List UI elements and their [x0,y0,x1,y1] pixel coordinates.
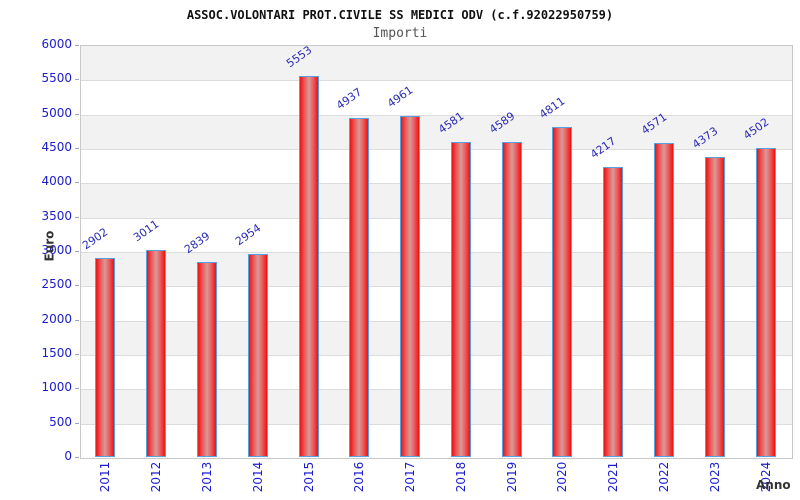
bar [349,118,370,457]
bar [298,76,319,457]
gridline [81,320,792,322]
x-tick-label: 2022 [657,461,672,493]
y-tick-mark [75,285,79,287]
bar [552,127,573,457]
plot-band [81,286,792,321]
y-tick-label: 1000 [41,380,72,395]
plot-band [81,149,792,184]
y-tick-mark [75,457,79,458]
x-tick-label: 2013 [199,461,214,493]
plot-band [81,80,792,115]
y-tick-label: 2000 [41,311,72,326]
gridline [81,286,792,288]
chart-title: ASSOC.VOLONTARI PROT.CIVILE SS MEDICI OD… [186,8,614,22]
y-tick-mark [75,319,79,321]
gridline [81,217,792,219]
plot-band [81,46,792,81]
plot-band [81,183,792,218]
y-tick-mark [75,79,79,81]
gridline [81,389,792,391]
bar [247,254,268,457]
y-tick-label: 5500 [41,71,72,86]
y-tick-label: 4500 [41,140,72,154]
x-tick-label: 2015 [301,461,316,493]
bar [654,143,675,457]
y-tick-label: 5000 [41,105,72,120]
bar [603,167,624,457]
y-tick-label: 2500 [41,277,72,292]
plot-band [81,252,792,287]
y-tick-label: 0 [64,449,72,463]
bar [196,262,217,457]
bar [501,142,522,457]
bar [704,157,725,457]
y-tick-label: 3500 [41,208,72,223]
plot-band [81,389,792,424]
plot-band [81,114,792,149]
plot-band [81,320,792,355]
y-tick-label: 4000 [41,174,72,189]
gridline [81,423,792,425]
gridline [81,355,792,356]
bar [755,148,776,457]
x-tick-label: 2017 [403,461,418,493]
plot-band [81,355,792,390]
x-tick-label: 2016 [352,461,367,493]
bar [95,258,116,457]
bar [450,142,471,457]
chart-subtitle: Importi [372,26,428,41]
y-tick-label: 6000 [41,37,72,51]
x-tick-label: 2012 [149,461,164,493]
x-tick-label: 2019 [504,461,519,493]
gridline [81,183,792,185]
x-tick-label: 2020 [555,461,570,493]
gridline [81,114,792,116]
x-tick-label: 2021 [606,461,621,493]
x-tick-label: 2011 [98,461,113,493]
gridline [81,149,792,150]
y-tick-mark [75,216,79,218]
plot-band [81,423,792,458]
y-tick-label: 500 [49,414,72,429]
x-tick-label: 2018 [453,461,468,493]
x-axis-title: Anno [756,478,791,492]
y-tick-mark [75,113,79,115]
bar [400,116,421,457]
y-tick-mark [75,251,79,252]
y-tick-label: 3000 [41,243,72,257]
x-tick-label: 2014 [250,461,265,493]
gridline [81,252,792,253]
y-tick-mark [75,388,79,390]
y-tick-mark [75,354,79,355]
y-tick-mark [75,148,79,149]
y-tick-mark [75,182,79,184]
y-tick-mark [75,45,79,46]
bar [146,250,167,457]
y-axis-title: Euro [42,230,57,262]
x-tick-label: 2023 [707,461,722,493]
gridline [81,80,792,82]
y-tick-label: 1500 [41,346,72,360]
y-tick-mark [75,422,79,424]
